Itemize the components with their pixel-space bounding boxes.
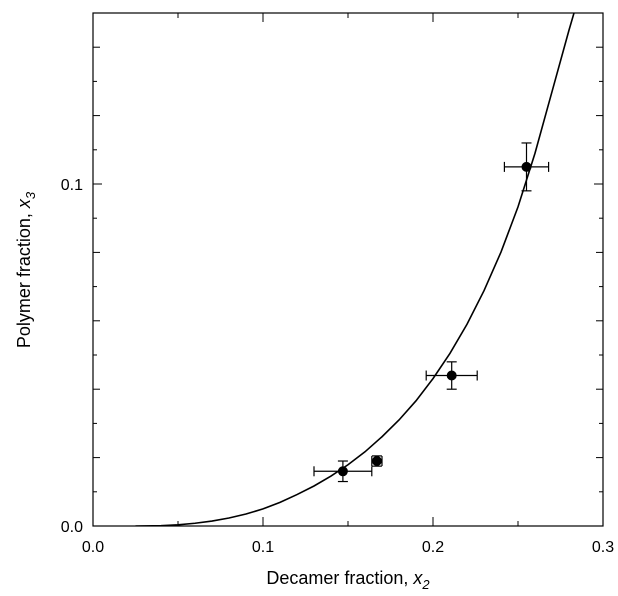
data-point [425, 361, 478, 390]
data-point [503, 142, 550, 192]
plot-frame [92, 12, 604, 527]
data-points [313, 142, 550, 483]
x-tick-label: 0.3 [592, 539, 614, 556]
x-axis-label: Decamer fraction, x2 [266, 568, 430, 592]
tick-labels: 0.0 0.1 0.2 0.3 0.0 0.1 [61, 177, 614, 556]
data-point [313, 460, 373, 483]
x-tick-label: 0.0 [82, 539, 104, 556]
plot-border [92, 12, 604, 527]
axis-ticks [92, 12, 604, 527]
x-tick-label: 0.1 [252, 539, 274, 556]
data-marker [446, 370, 457, 381]
data-marker [371, 456, 382, 467]
x-tick-label: 0.2 [422, 539, 444, 556]
y-tick-label: 0.1 [61, 177, 83, 194]
data-point [371, 455, 383, 467]
y-axis-label: Polymer fraction, x3 [14, 191, 38, 348]
fit-curve-group [135, 13, 575, 526]
fit-curve [135, 13, 575, 526]
data-marker [337, 466, 348, 477]
data-marker [521, 161, 532, 172]
y-tick-label: 0.0 [61, 519, 83, 536]
